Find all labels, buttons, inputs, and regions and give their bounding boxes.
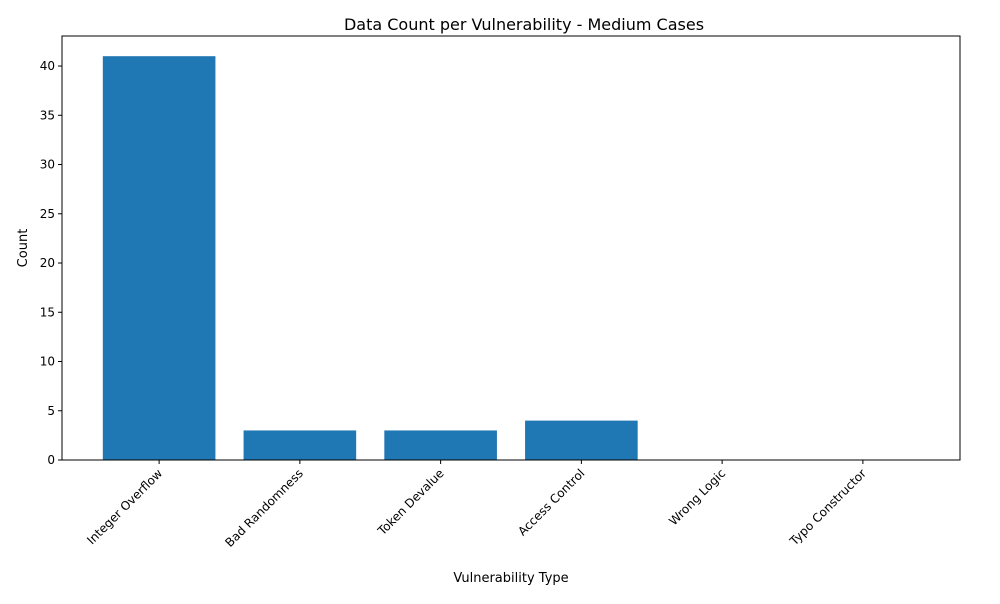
bars-group — [102, 56, 638, 460]
y-tick-label: 30 — [40, 158, 55, 172]
bar-bad-randomness — [243, 430, 357, 460]
y-tick-label: 0 — [47, 453, 55, 467]
bar-integer-overflow — [102, 56, 216, 460]
y-axis-ticks: 0 5 10 15 20 25 30 35 40 — [40, 59, 62, 467]
chart-title: Data Count per Vulnerability - Medium Ca… — [344, 15, 704, 34]
y-tick-label: 35 — [40, 108, 55, 122]
bar-access-control — [525, 420, 638, 460]
y-axis-label: Count — [16, 229, 31, 268]
y-tick-label: 25 — [40, 207, 55, 221]
y-tick-label: 15 — [40, 305, 55, 319]
bar-token-devalue — [384, 430, 497, 460]
y-tick-label: 20 — [40, 256, 55, 270]
x-axis-label: Vulnerability Type — [453, 571, 568, 586]
plot-frame — [61, 35, 961, 461]
y-tick-label: 5 — [47, 404, 55, 418]
y-tick-label: 40 — [40, 59, 55, 73]
y-tick-label: 10 — [40, 355, 55, 369]
